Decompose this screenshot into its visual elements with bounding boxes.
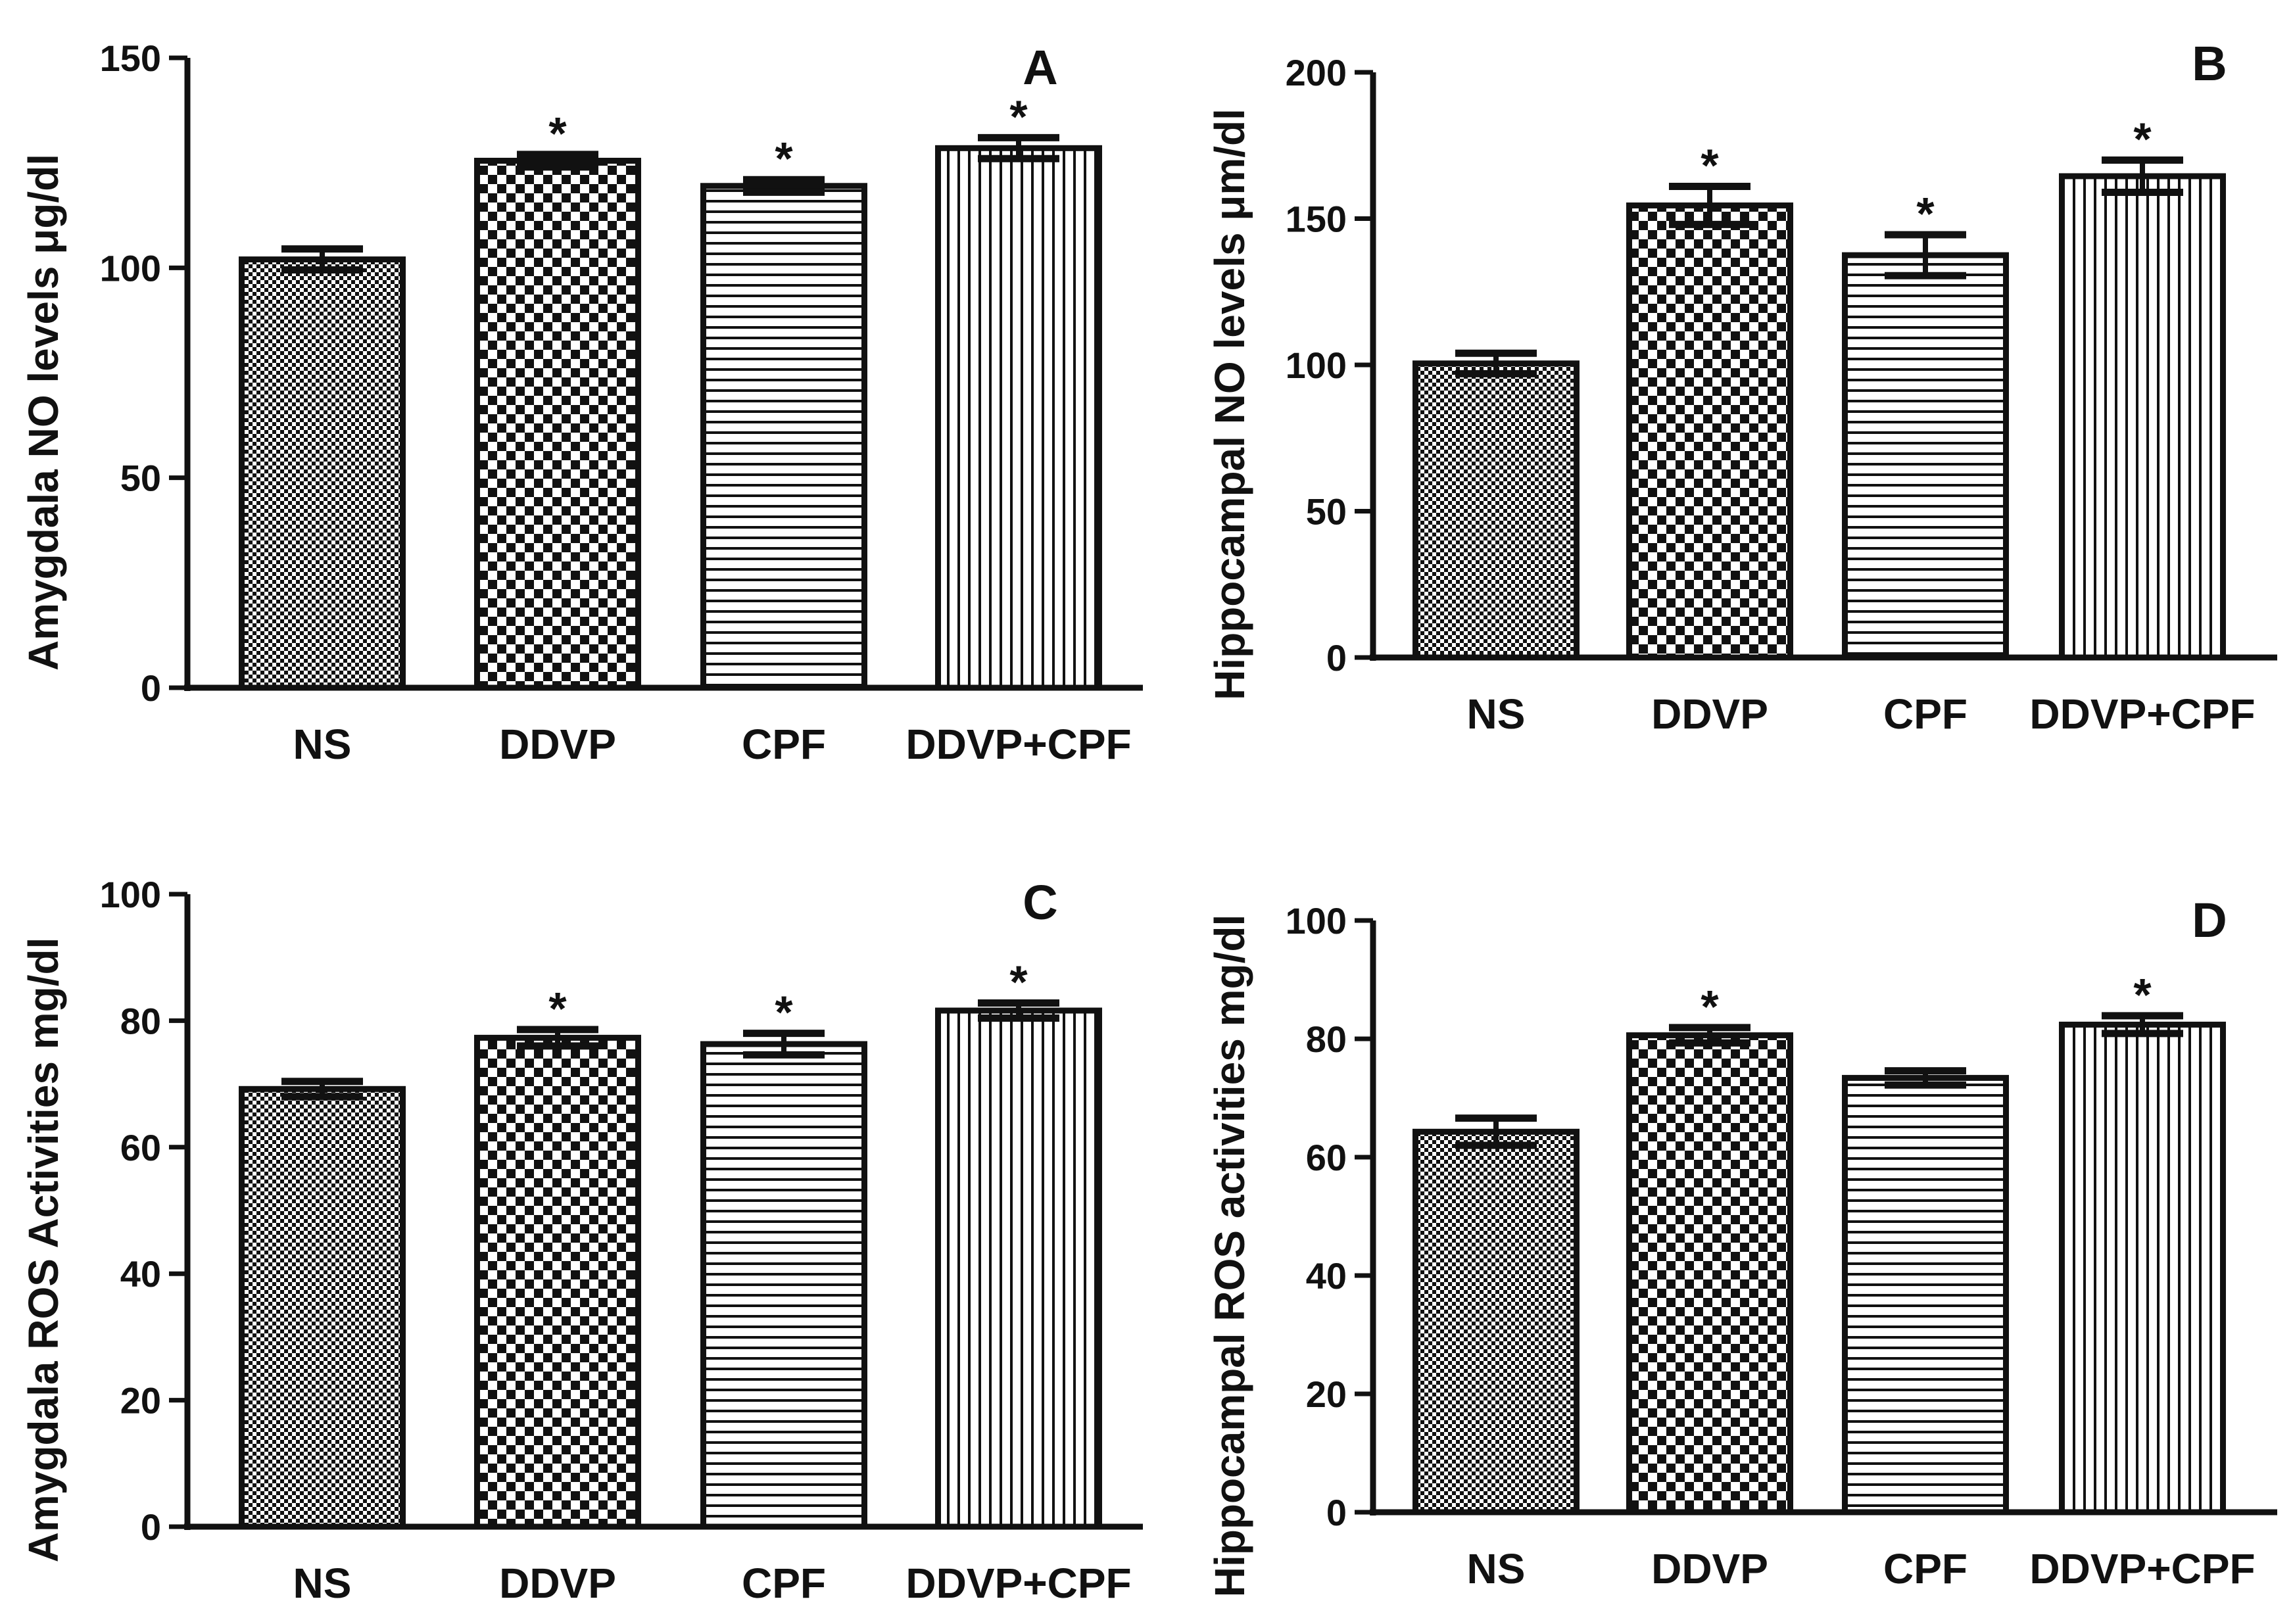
x-tick-label: NS: [293, 721, 352, 768]
significance-mark: *: [548, 983, 567, 1034]
x-tick-label: DDVP+CPF: [2029, 690, 2255, 738]
x-tick-label: DDVP+CPF: [905, 1560, 1131, 1607]
y-tick-label: 200: [1286, 52, 1347, 93]
y-tick-label: 20: [1306, 1373, 1347, 1415]
y-tick-label: 60: [1306, 1137, 1347, 1178]
significance-mark: *: [1701, 981, 1719, 1032]
y-axis-title: Hippocampal ROS activities mg/dl: [1206, 915, 1253, 1597]
y-tick-label: 50: [1306, 491, 1347, 533]
significance-mark: *: [1009, 91, 1028, 142]
panel-letter: C: [1023, 875, 1057, 930]
x-tick-label: CPF: [1883, 1545, 1967, 1592]
y-tick-label: 0: [1326, 637, 1347, 679]
bar-ddvp-plus-cpf: [2059, 1021, 2226, 1516]
x-tick-label: CPF: [1883, 690, 1967, 738]
x-tick-label: DDVP: [499, 1560, 616, 1607]
y-tick-label: 0: [1326, 1492, 1347, 1533]
y-tick-label: 100: [1286, 345, 1347, 386]
bar-ddvp-plus-cpf: [935, 1007, 1102, 1530]
bar-ddvp: [474, 1034, 641, 1530]
y-tick-label: 40: [1306, 1255, 1347, 1297]
x-tick-label: DDVP+CPF: [2029, 1545, 2255, 1592]
y-axis-title: Amygdala NO levels μg/dl: [20, 154, 67, 671]
bar-cpf: [1842, 1074, 2009, 1516]
y-tick-label: 100: [100, 874, 161, 915]
bar-ddvp-plus-cpf: [935, 145, 1102, 691]
x-tick-label: NS: [293, 1560, 352, 1607]
y-tick-label: 50: [120, 458, 161, 499]
y-tick-label: 40: [120, 1253, 161, 1295]
x-tick-label: DDVP+CPF: [905, 721, 1131, 768]
bar-ddvp: [1626, 202, 1793, 661]
panel-c: NS * DDVP * CPF * DDVP+CPF 0 20 40 60 80 100 Amygdala…: [20, 874, 1143, 1607]
y-tick-label: 0: [141, 1506, 161, 1548]
y-tick-label: 0: [141, 667, 161, 709]
panel-letter: A: [1023, 40, 1057, 95]
x-tick-label: CPF: [742, 721, 826, 768]
bar-cpf: [1842, 252, 2009, 661]
panel-d: NS * DDVP CPF * DDVP+CPF 0 20 40 60 80 100 Hippocamp…: [1206, 893, 2277, 1597]
significance-mark: *: [548, 108, 567, 159]
panel-letter: B: [2192, 36, 2227, 91]
y-tick-label: 100: [1286, 900, 1347, 942]
bar-cpf: [700, 1041, 867, 1530]
y-tick-label: 20: [120, 1380, 161, 1421]
y-axis-title: Amygdala ROS Activities mg/dl: [20, 938, 67, 1563]
panel-letter: D: [2192, 893, 2227, 947]
y-tick-label: 60: [120, 1127, 161, 1168]
bar-ns: [1412, 360, 1580, 661]
significance-mark: *: [1916, 188, 1935, 239]
x-tick-label: DDVP: [499, 721, 616, 768]
significance-mark: *: [775, 987, 793, 1038]
x-tick-label: DDVP: [1651, 690, 1768, 738]
panel-b: NS * DDVP * CPF * DDVP+CPF 0 50 100 150 200 Hippocam…: [1206, 36, 2277, 738]
y-tick-label: 100: [100, 247, 161, 289]
bar-ns: [239, 256, 406, 691]
y-tick-label: 80: [1306, 1018, 1347, 1060]
bar-ns: [239, 1086, 406, 1530]
y-axis-title: Hippocampal NO levels μm/dl: [1206, 108, 1253, 700]
bar-cpf: [700, 183, 867, 691]
x-tick-label: NS: [1467, 1545, 1526, 1592]
y-tick-label: 80: [120, 1000, 161, 1041]
significance-mark: *: [2133, 114, 2152, 165]
significance-mark: *: [2133, 969, 2152, 1020]
panel-a: NS * DDVP * CPF * DDVP+CPF 0 50 100 150 Amygdala NO…: [20, 37, 1143, 768]
bar-ddvp: [474, 157, 641, 691]
x-tick-label: CPF: [742, 1560, 826, 1607]
bar-ddvp-plus-cpf: [2059, 173, 2226, 661]
bar-ddvp: [1626, 1032, 1793, 1516]
y-tick-label: 150: [100, 37, 161, 79]
bar-ns: [1412, 1128, 1580, 1516]
x-tick-label: NS: [1467, 690, 1526, 738]
significance-mark: *: [1701, 140, 1719, 191]
significance-mark: *: [1009, 956, 1028, 1007]
x-tick-label: DDVP: [1651, 1545, 1768, 1592]
significance-mark: *: [775, 133, 793, 184]
y-tick-label: 150: [1286, 199, 1347, 240]
